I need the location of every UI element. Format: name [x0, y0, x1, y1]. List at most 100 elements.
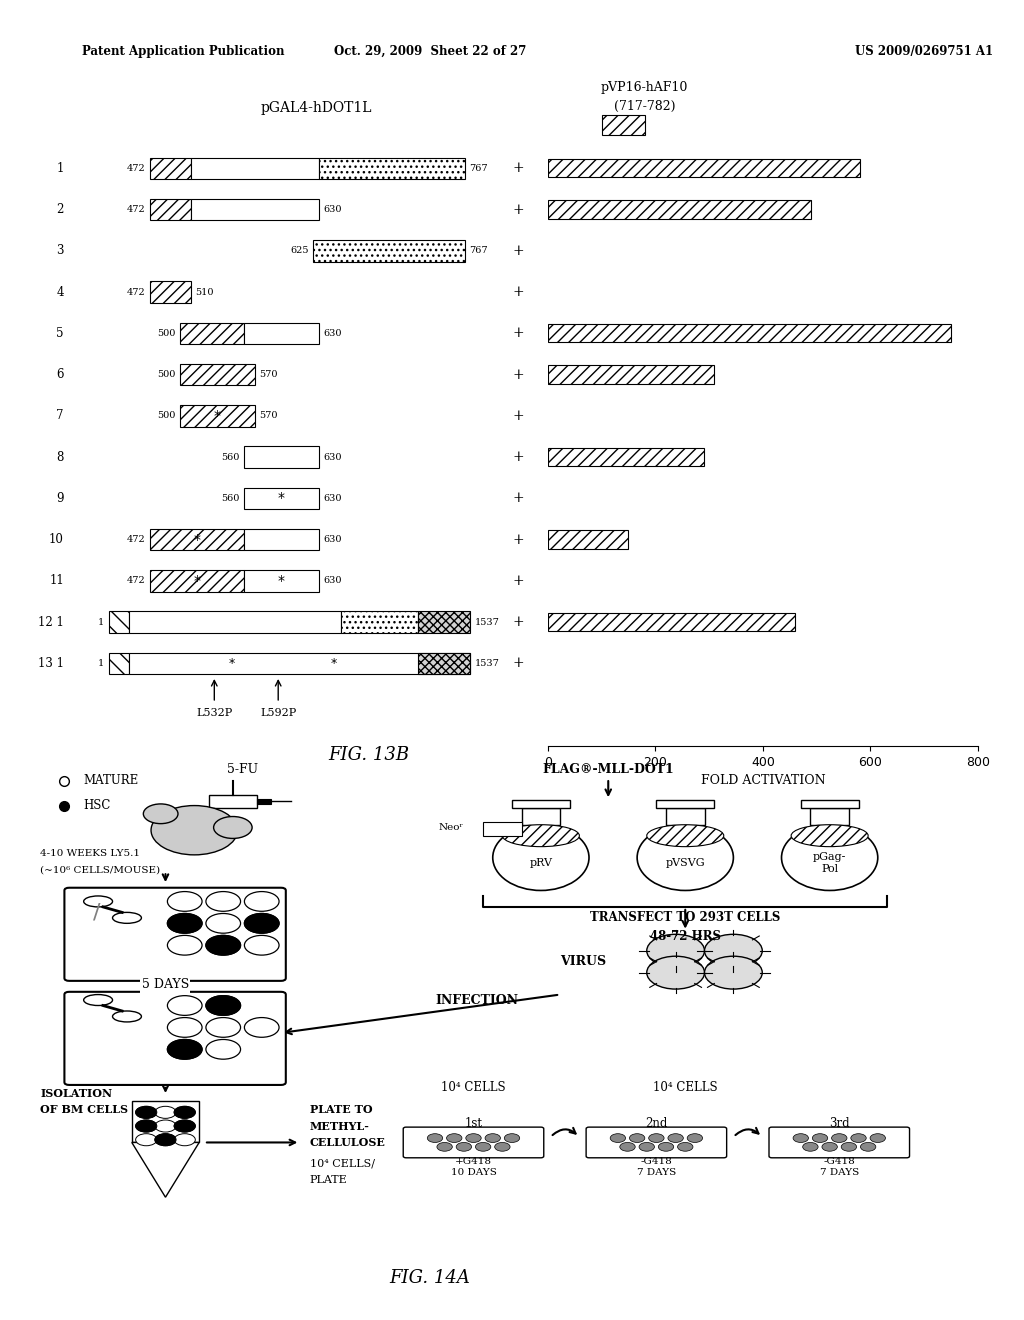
Ellipse shape	[637, 825, 733, 891]
Circle shape	[167, 1039, 202, 1059]
Text: L592P: L592P	[260, 708, 296, 718]
Bar	[419, 652, 470, 675]
Circle shape	[647, 956, 705, 989]
Text: *: *	[214, 409, 221, 422]
Text: Neoʳ: Neoʳ	[438, 822, 464, 832]
Text: 472: 472	[127, 535, 145, 544]
Circle shape	[870, 1134, 886, 1143]
Text: FIG. 13B: FIG. 13B	[328, 746, 410, 764]
Text: 7: 7	[56, 409, 63, 422]
Circle shape	[206, 995, 241, 1015]
Text: 472: 472	[127, 205, 145, 214]
Text: Oct. 29, 2009  Sheet 22 of 27: Oct. 29, 2009 Sheet 22 of 27	[334, 45, 526, 58]
Bar	[548, 612, 796, 631]
Bar	[548, 366, 715, 384]
Circle shape	[687, 1134, 702, 1143]
Text: FLAG®-MLL-DOT1: FLAG®-MLL-DOT1	[543, 763, 674, 776]
Text: 630: 630	[324, 453, 342, 462]
Circle shape	[658, 1143, 674, 1151]
Circle shape	[155, 1134, 176, 1146]
Bar	[318, 157, 465, 180]
Bar	[151, 199, 190, 220]
Circle shape	[206, 1018, 241, 1038]
Text: 630: 630	[324, 535, 342, 544]
Text: 500: 500	[158, 370, 176, 379]
Circle shape	[822, 1143, 838, 1151]
Circle shape	[206, 1039, 241, 1059]
Text: 5 DAYS: 5 DAYS	[142, 978, 189, 991]
Text: +: +	[512, 615, 524, 630]
Circle shape	[135, 1119, 157, 1133]
Ellipse shape	[84, 896, 113, 907]
Bar	[548, 201, 811, 219]
Text: 10⁴ CELLS: 10⁴ CELLS	[441, 1081, 506, 1094]
Circle shape	[647, 935, 705, 968]
Circle shape	[167, 913, 202, 933]
Circle shape	[245, 913, 280, 933]
X-axis label: FOLD ACTIVATION: FOLD ACTIVATION	[700, 774, 825, 787]
Text: 10⁴ CELLS: 10⁴ CELLS	[653, 1081, 718, 1094]
Ellipse shape	[503, 825, 580, 846]
Text: 3: 3	[56, 244, 63, 257]
Text: pVP16-hAF10: pVP16-hAF10	[601, 81, 688, 94]
Text: (717-782): (717-782)	[613, 99, 676, 112]
Text: 1st: 1st	[465, 1117, 482, 1130]
Text: 4-10 WEEKS LY5.1: 4-10 WEEKS LY5.1	[40, 849, 140, 858]
Circle shape	[245, 936, 280, 956]
Circle shape	[841, 1143, 857, 1151]
Bar	[666, 808, 705, 825]
Bar	[244, 529, 318, 550]
Circle shape	[206, 913, 241, 933]
Text: 570: 570	[259, 370, 278, 379]
Text: MATURE: MATURE	[84, 775, 139, 788]
Bar	[180, 364, 255, 385]
Circle shape	[705, 956, 762, 989]
Bar	[132, 1101, 199, 1143]
Text: +: +	[512, 367, 524, 381]
Bar	[801, 800, 858, 808]
Bar	[313, 240, 465, 261]
Circle shape	[504, 1134, 520, 1143]
Text: +: +	[512, 202, 524, 216]
Text: HSC: HSC	[84, 799, 111, 812]
Text: OF BM CELLS: OF BM CELLS	[40, 1104, 128, 1115]
Bar	[548, 325, 951, 342]
Circle shape	[803, 1143, 818, 1151]
Circle shape	[705, 935, 762, 968]
Text: 630: 630	[324, 577, 342, 585]
Text: pRV: pRV	[529, 858, 552, 869]
Bar	[548, 531, 629, 549]
Text: US 2009/0269751 A1: US 2009/0269751 A1	[855, 45, 993, 58]
Bar	[151, 529, 244, 550]
Circle shape	[135, 1106, 157, 1118]
Text: 472: 472	[127, 577, 145, 585]
Ellipse shape	[493, 825, 589, 891]
Text: VIRUS: VIRUS	[560, 956, 606, 968]
Text: 625: 625	[291, 247, 309, 255]
Circle shape	[206, 936, 241, 956]
Circle shape	[174, 1106, 196, 1118]
Circle shape	[437, 1143, 453, 1151]
Text: 5: 5	[56, 327, 63, 339]
Circle shape	[167, 913, 202, 933]
Text: 2: 2	[56, 203, 63, 216]
Text: +: +	[512, 285, 524, 300]
Circle shape	[174, 1119, 196, 1133]
FancyBboxPatch shape	[403, 1127, 544, 1158]
Circle shape	[174, 1119, 196, 1133]
Bar	[151, 570, 244, 591]
Circle shape	[812, 1134, 827, 1143]
Circle shape	[174, 1106, 196, 1118]
Text: pGAL4-hDOT1L: pGAL4-hDOT1L	[260, 100, 372, 115]
Circle shape	[206, 891, 241, 911]
Text: +: +	[512, 656, 524, 671]
Text: 570: 570	[259, 412, 278, 420]
Bar	[810, 808, 849, 825]
Circle shape	[466, 1134, 481, 1143]
Text: pGag-
Pol: pGag- Pol	[813, 853, 846, 874]
Text: 10: 10	[49, 533, 63, 546]
Text: *: *	[228, 657, 234, 669]
Ellipse shape	[647, 825, 724, 846]
Bar	[257, 799, 271, 804]
Text: pVSVG: pVSVG	[666, 858, 706, 869]
